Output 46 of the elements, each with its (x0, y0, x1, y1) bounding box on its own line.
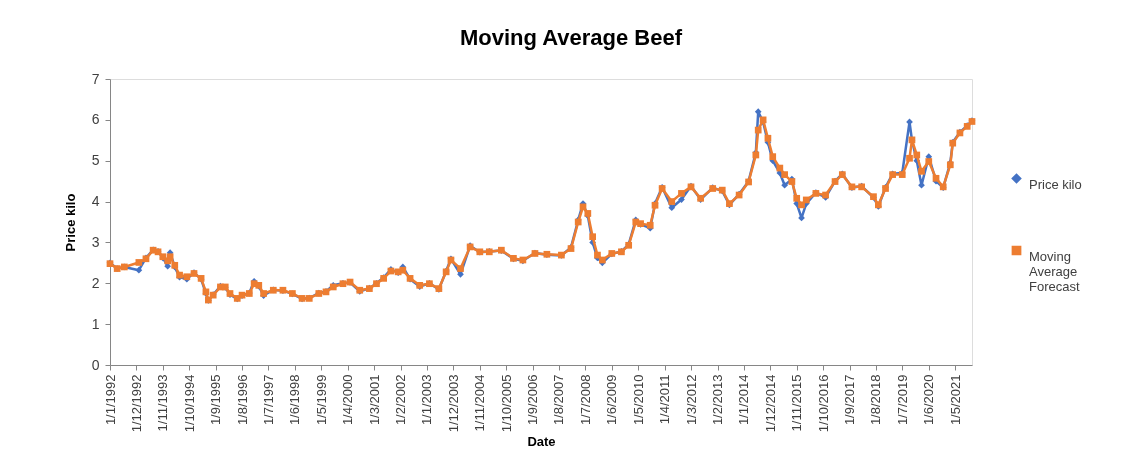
y-tick-label: 3 (91, 233, 100, 250)
y-tick-label: 0 (91, 356, 100, 373)
x-tick-label: 1/3/2001 (366, 374, 382, 426)
x-tick-label: 1/9/2006 (525, 374, 541, 426)
x-tick-label: 1/9/2017 (842, 374, 858, 426)
x-tick-label: 1/5/2010 (630, 374, 646, 426)
x-tick-label: 1/7/1997 (260, 374, 276, 426)
x-tick-label: 1/11/2015 (789, 374, 805, 432)
x-tick-label: 1/6/2020 (921, 374, 937, 426)
legend-label: Price kilo (1029, 176, 1082, 192)
x-tick-label: 1/3/2012 (683, 374, 699, 426)
x-tick-label: 1/9/1995 (208, 374, 224, 426)
x-tick-label: 1/10/1994 (181, 374, 197, 433)
x-tick-label: 1/11/1993 (155, 374, 171, 432)
y-tick-label: 5 (91, 152, 100, 169)
x-tick-label: 1/2/2013 (710, 374, 726, 426)
y-tick-label: 7 (91, 70, 100, 87)
x-tick-label: 1/12/2003 (445, 374, 461, 433)
x-tick-label: 1/11/2004 (472, 374, 488, 432)
y-tick-label: 2 (91, 274, 100, 291)
x-tick-label: 1/6/1998 (287, 374, 303, 426)
x-tick-label: 1/10/2005 (498, 374, 514, 433)
x-tick-label: 1/8/2018 (868, 374, 884, 426)
x-tick-label: 1/8/1996 (234, 374, 250, 426)
x-tick-label: 1/12/2014 (762, 374, 778, 433)
y-axis-title: Price kilo (62, 193, 78, 252)
y-tick-label: 4 (91, 193, 100, 210)
x-tick-label: 1/5/2021 (947, 374, 963, 426)
x-tick-label: 1/4/2011 (657, 374, 673, 425)
x-tick-label: 1/6/2009 (604, 374, 620, 426)
x-tick-label: 1/8/2007 (551, 374, 567, 426)
x-tick-label: 1/1/2003 (419, 374, 435, 426)
y-tick-label: 1 (91, 315, 100, 332)
y-tick-label: 6 (91, 111, 100, 128)
x-axis-title: Date (527, 434, 556, 450)
x-tick-label: 1/7/2008 (577, 374, 593, 426)
x-tick-label: 1/12/1992 (128, 374, 144, 433)
legend-label: Moving Average Forecast (1029, 248, 1080, 294)
x-tick-label: 1/5/1999 (313, 374, 329, 426)
x-tick-label: 1/7/2019 (894, 374, 910, 426)
x-tick-label: 1/1/2014 (736, 374, 752, 426)
x-tick-label: 1/10/2016 (815, 374, 831, 433)
chart-title: Moving Average Beef (459, 25, 683, 50)
x-tick-label: 1/2/2002 (393, 374, 409, 426)
x-tick-label: 1/4/2000 (340, 374, 356, 426)
x-tick-label: 1/1/1992 (102, 374, 118, 426)
